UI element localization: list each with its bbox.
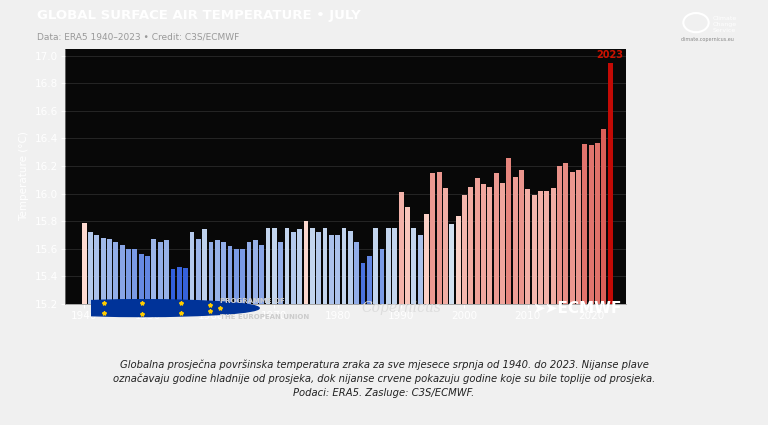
Bar [126,249,131,425]
Bar [512,177,518,425]
Bar [114,242,118,425]
Bar [190,232,194,425]
Bar [360,263,366,425]
Bar [607,62,613,425]
Bar [297,230,302,425]
Bar [133,249,137,425]
Text: PROGRAMME OF: PROGRAMME OF [220,298,285,304]
Bar [316,232,321,425]
Bar [531,195,537,425]
Bar [500,183,505,425]
Bar [227,246,233,425]
Bar [601,129,606,425]
Bar [563,163,568,425]
Bar [481,184,486,425]
Bar [164,241,169,425]
Bar [310,228,315,425]
Bar [151,239,157,425]
Bar [329,235,334,425]
Text: Globalna prosječna površinska temperatura zraka za sve mjesece srpnja od 1940. d: Globalna prosječna površinska temperatur… [113,359,655,398]
Bar [392,228,397,425]
Bar [468,187,473,425]
Bar [348,231,353,425]
Bar [538,191,543,425]
Bar [373,228,378,425]
Bar [247,242,251,425]
Bar [475,178,479,425]
Bar [411,228,416,425]
Bar [284,228,290,425]
Bar [272,228,276,425]
Bar [494,173,498,425]
Bar [196,239,200,425]
Bar [253,241,258,425]
Bar [379,249,385,425]
Text: GLOBAL SURFACE AIR TEMPERATURE • JULY: GLOBAL SURFACE AIR TEMPERATURE • JULY [37,9,361,23]
Text: climate.copernicus.eu: climate.copernicus.eu [681,37,735,42]
Bar [462,195,467,425]
Bar [342,228,346,425]
Bar [449,224,454,425]
Circle shape [26,300,259,317]
Text: Climate
Change
Service: Climate Change Service [713,16,737,33]
Bar [209,242,214,425]
Bar [487,187,492,425]
Bar [158,242,163,425]
Bar [240,249,245,425]
Bar [215,241,220,425]
Bar [430,173,435,425]
Bar [88,232,93,425]
Bar [367,255,372,425]
Bar [525,190,530,425]
Bar [82,223,87,425]
Bar [303,221,309,425]
Bar [418,235,422,425]
Bar [266,228,270,425]
Bar [94,235,99,425]
Text: Data: ERA5 1940–2023 • Credit: C3S/ECMWF: Data: ERA5 1940–2023 • Credit: C3S/ECMWF [37,33,239,42]
Bar [595,143,600,425]
Bar [354,242,359,425]
Bar [101,238,106,425]
Bar [335,235,340,425]
Bar [259,245,264,425]
Bar [443,188,448,425]
Bar [386,228,391,425]
Bar [455,215,461,425]
Bar [582,144,588,425]
Bar [278,242,283,425]
Bar [323,228,327,425]
Bar [557,166,562,425]
Bar [291,232,296,425]
Bar [221,242,226,425]
Bar [139,254,144,425]
Bar [545,191,549,425]
Bar [588,145,594,425]
Bar [184,268,188,425]
Bar [120,245,124,425]
Bar [576,170,581,425]
Bar [405,207,410,425]
Bar [399,192,403,425]
Bar [570,172,574,425]
Bar [519,170,524,425]
Bar [551,188,555,425]
Text: Copernicus: Copernicus [362,301,442,315]
Bar [145,255,150,425]
Bar [424,214,429,425]
Bar [436,172,442,425]
Text: 2023: 2023 [597,50,624,60]
Text: THE EUROPEAN UNION: THE EUROPEAN UNION [220,314,310,320]
Bar [202,230,207,425]
Bar [177,266,182,425]
Bar [108,239,112,425]
Bar [170,269,175,425]
Bar [233,249,239,425]
Y-axis label: Temperature (°C): Temperature (°C) [19,131,29,221]
Bar [506,158,511,425]
Text: ➤➤ECMWF: ➤➤ECMWF [532,300,621,316]
